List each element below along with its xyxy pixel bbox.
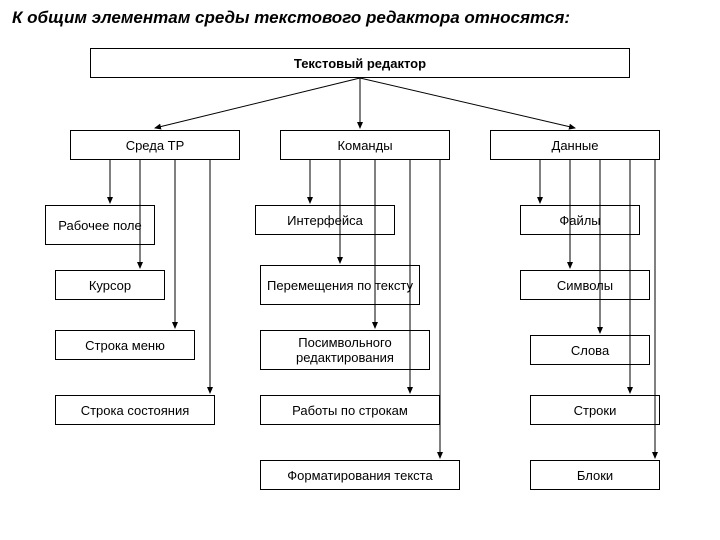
page-title: К общим элементам среды текстового редак… <box>12 8 570 28</box>
col2-header: Команды <box>280 130 450 160</box>
c1-r4: Строка состояния <box>55 395 215 425</box>
c3-r1: Файлы <box>520 205 640 235</box>
c1-r1: Рабочее поле <box>45 205 155 245</box>
c1-r3: Строка меню <box>55 330 195 360</box>
c3-r5: Блоки <box>530 460 660 490</box>
c2-r2: Перемещения по тексту <box>260 265 420 305</box>
c2-r4: Работы по строкам <box>260 395 440 425</box>
col3-header: Данные <box>490 130 660 160</box>
col1-header: Среда ТР <box>70 130 240 160</box>
c2-r3: Посимвольного редактирования <box>260 330 430 370</box>
c2-r5: Форматирования текста <box>260 460 460 490</box>
c3-r3: Слова <box>530 335 650 365</box>
c1-r2: Курсор <box>55 270 165 300</box>
c2-r1: Интерфейса <box>255 205 395 235</box>
root-box: Текстовый редактор <box>90 48 630 78</box>
c3-r2: Символы <box>520 270 650 300</box>
c3-r4: Строки <box>530 395 660 425</box>
